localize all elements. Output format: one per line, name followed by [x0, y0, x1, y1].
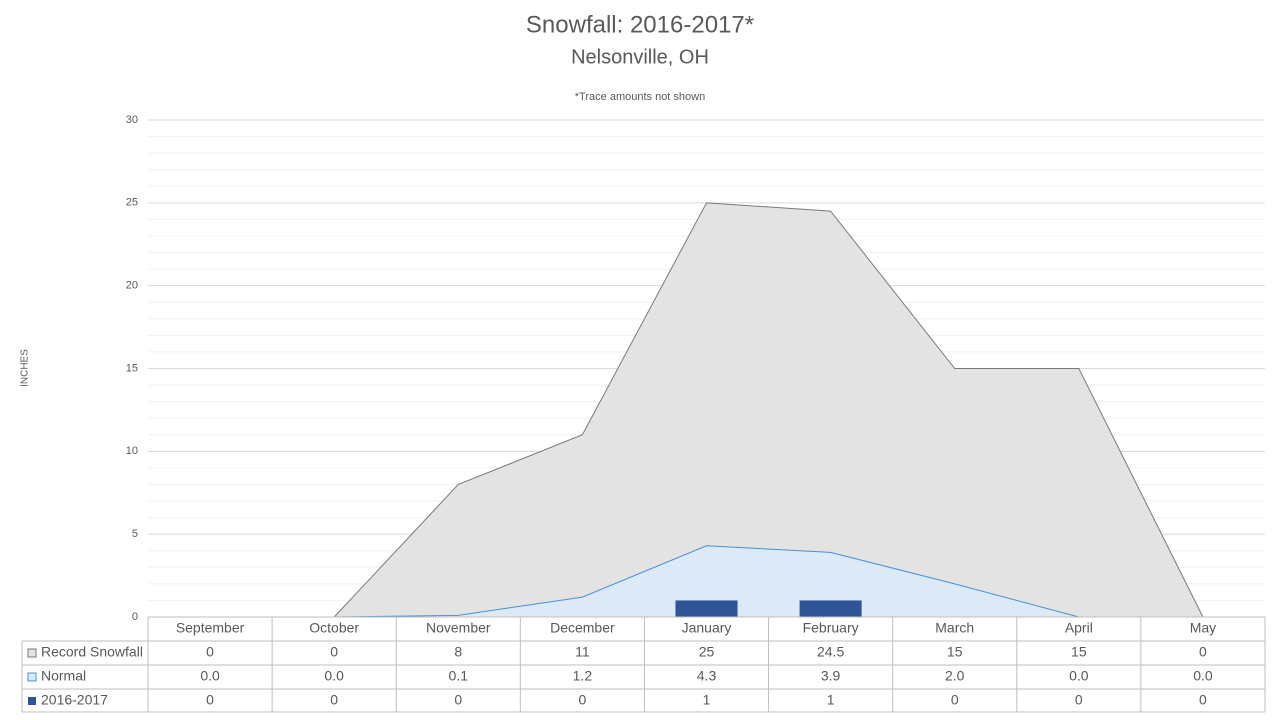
table-value: 0	[454, 692, 462, 708]
table-value: 2.0	[945, 668, 965, 684]
table-value: 15	[1071, 644, 1087, 660]
table-value: 0	[330, 692, 338, 708]
chart-title: Snowfall: 2016-2017*	[526, 11, 754, 38]
bar	[799, 600, 862, 617]
table-value: 0.1	[449, 668, 469, 684]
table-value: 0.0	[324, 668, 344, 684]
y-tick-label: 10	[126, 445, 138, 457]
area-line	[210, 545, 1203, 618]
table-value: 0	[1199, 692, 1207, 708]
x-tick-label: May	[1190, 620, 1216, 636]
table-value: 0	[206, 692, 214, 708]
area	[210, 202, 1203, 618]
x-tick-label: April	[1065, 620, 1093, 636]
table-value: 1	[703, 692, 711, 708]
x-tick-label: October	[309, 620, 359, 636]
y-tick-label: 0	[132, 611, 138, 623]
table-value: 3.9	[821, 668, 841, 684]
table-value: 0	[1199, 644, 1207, 660]
table-value: 0	[1075, 692, 1083, 708]
legend-label: Normal	[41, 668, 86, 684]
y-axis-label: INCHES	[20, 349, 31, 387]
table-value: 1	[827, 692, 835, 708]
table-value: 0.0	[1069, 668, 1089, 684]
table-value: 15	[947, 644, 963, 660]
table-value: 4.3	[697, 668, 717, 684]
x-tick-label: September	[176, 620, 245, 636]
legend-key	[27, 672, 37, 682]
y-tick-label: 5	[132, 528, 138, 540]
table-value: 0.0	[200, 668, 220, 684]
table-value: 0	[330, 644, 338, 660]
table-value: 8	[454, 644, 462, 660]
area-line	[210, 202, 1204, 618]
bar	[675, 600, 738, 617]
legend-key	[28, 697, 36, 705]
x-tick-label: February	[803, 620, 859, 636]
y-tick-label: 25	[126, 197, 138, 209]
table-value: 25	[699, 644, 715, 660]
legend-key	[27, 648, 37, 658]
table-value: 0	[951, 692, 959, 708]
table-value: 24.5	[817, 644, 844, 660]
y-tick-label: 20	[126, 280, 138, 292]
legend-label: 2016-2017	[41, 692, 108, 708]
table-value: 11	[575, 644, 590, 660]
area	[210, 545, 1203, 617]
table-value: 0	[206, 644, 214, 660]
chart-subtitle: Nelsonville, OH	[571, 46, 709, 68]
x-tick-label: November	[426, 620, 491, 636]
x-tick-label: January	[682, 620, 732, 636]
y-tick-label: 30	[126, 114, 138, 126]
x-tick-label: December	[550, 620, 615, 636]
y-tick-label: 15	[126, 362, 138, 374]
table-value: 1.2	[573, 668, 593, 684]
legend-label: Record Snowfall	[41, 644, 143, 660]
annotation: *Trace amounts not shown	[575, 91, 705, 103]
table-value: 0.0	[1193, 668, 1213, 684]
table-value: 0	[578, 692, 586, 708]
x-tick-label: March	[935, 620, 974, 636]
